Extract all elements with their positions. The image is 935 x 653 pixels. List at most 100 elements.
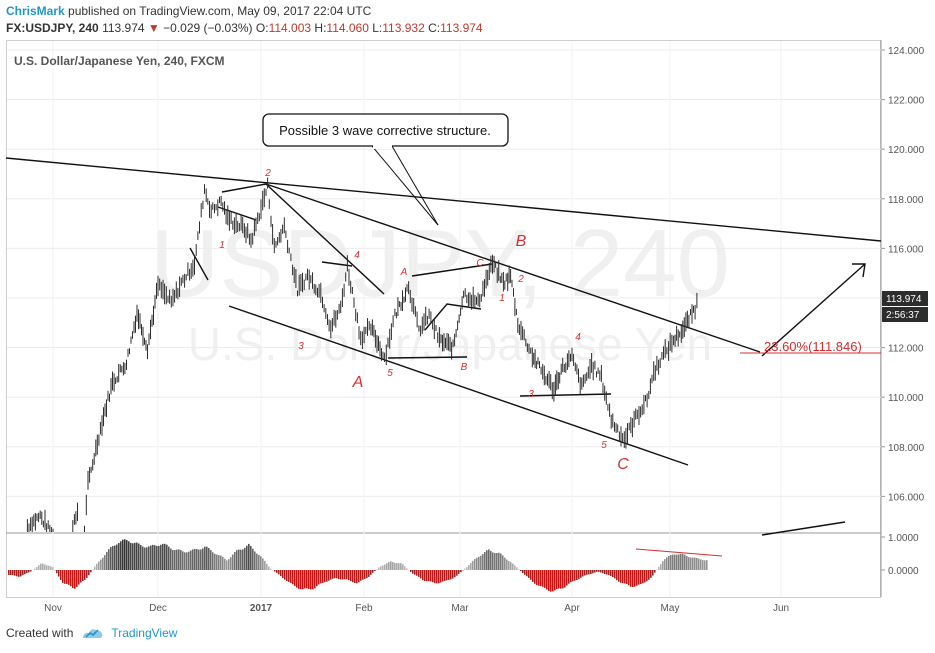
osc-bar <box>496 553 498 570</box>
osc-bar <box>290 570 292 583</box>
lower-rising-line[interactable] <box>761 521 846 536</box>
osc-bar <box>554 570 556 591</box>
osc-bar <box>216 554 218 570</box>
osc-bar <box>60 570 62 580</box>
osc-bar <box>332 570 334 579</box>
osc-bar <box>14 570 16 576</box>
osc-bar <box>128 541 130 570</box>
osc-bar <box>148 546 150 570</box>
osc-bar <box>48 565 50 570</box>
wave-2-top-line[interactable] <box>221 183 267 193</box>
osc-bar <box>150 545 152 570</box>
osc-bar <box>102 557 104 570</box>
osc-bar <box>292 570 294 585</box>
osc-bar <box>366 570 368 579</box>
author-link[interactable]: ChrisMark <box>6 4 65 18</box>
osc-bar <box>278 570 280 575</box>
osc-bar <box>474 559 476 570</box>
osc-bar <box>602 570 604 574</box>
wave-5-line[interactable] <box>387 356 468 359</box>
osc-bar <box>700 559 702 570</box>
divergence-line[interactable] <box>635 548 723 557</box>
osc-bar <box>490 551 492 570</box>
wave-2-line[interactable] <box>265 183 385 295</box>
osc-bar <box>574 570 576 581</box>
osc-bar <box>644 570 646 583</box>
osc-bar <box>518 569 520 570</box>
osc-bar <box>662 561 664 570</box>
osc-bar <box>440 570 442 583</box>
osc-bar <box>310 570 312 590</box>
osc-bar <box>186 552 188 570</box>
osc-bar <box>588 570 590 575</box>
osc-bar <box>498 552 500 570</box>
close-label: C: <box>428 21 441 35</box>
osc-bar <box>436 570 438 584</box>
osc-bar <box>198 549 200 570</box>
osc-bar <box>210 550 212 570</box>
osc-bar <box>432 570 434 583</box>
price-chart[interactable]: USDJPY, 240 U.S. Dollar/Japanese Yen 124… <box>0 0 935 620</box>
tradingview-brand-link[interactable]: TradingView <box>111 626 178 640</box>
callout[interactable]: Possible 3 wave corrective structure. <box>262 113 509 149</box>
osc-bar <box>208 548 210 570</box>
osc-bar <box>486 550 488 570</box>
price-tick-label: 120.000 <box>888 145 925 156</box>
osc-bar <box>686 556 688 570</box>
osc-bar <box>42 563 44 570</box>
projection-arrow[interactable] <box>761 263 866 357</box>
channel-upper-line[interactable] <box>265 183 761 353</box>
osc-bar <box>262 558 264 570</box>
wave-3a-line[interactable] <box>189 247 209 281</box>
osc-bar <box>250 545 252 570</box>
osc-bar <box>522 570 524 574</box>
osc-bar <box>556 570 558 589</box>
osc-bar <box>144 547 146 570</box>
osc-bar <box>340 570 342 580</box>
osc-bar <box>590 570 592 574</box>
osc-bar <box>352 570 354 583</box>
osc-bar <box>528 570 530 578</box>
price-tick-label: 124.000 <box>888 46 925 57</box>
symbol-label: FX:USDJPY, 240 <box>6 21 99 35</box>
osc-bar <box>174 550 176 570</box>
osc-bar <box>510 562 512 570</box>
osc-bar <box>524 570 526 575</box>
osc-bar <box>260 556 262 570</box>
channel-lower-line[interactable] <box>228 305 689 466</box>
osc-bar <box>542 570 544 587</box>
osc-bar <box>424 570 426 581</box>
low-value: 113.932 <box>382 21 425 35</box>
upper-trendline[interactable] <box>5 157 882 242</box>
osc-bar <box>660 564 662 570</box>
osc-bar <box>532 570 534 582</box>
time-tick-label: Feb <box>355 603 373 614</box>
osc-tick-label: 0.0000 <box>888 566 919 577</box>
osc-bar <box>516 567 518 570</box>
osc-bar <box>544 570 546 588</box>
price-tick-label: 116.000 <box>888 244 924 255</box>
osc-bar <box>98 561 100 570</box>
osc-bar <box>130 542 132 570</box>
osc-bar <box>494 553 496 570</box>
osc-bar <box>116 544 118 570</box>
wave-3-line[interactable] <box>519 393 612 397</box>
publish-header: ChrisMark published on TradingView.com, … <box>6 3 371 20</box>
osc-bar <box>586 570 588 575</box>
osc-bar <box>478 556 480 570</box>
osc-bar <box>606 570 608 575</box>
osc-bar <box>206 546 208 570</box>
osc-bar <box>132 543 134 570</box>
tradingview-logo-icon <box>83 629 103 638</box>
osc-bar <box>84 570 86 580</box>
wave-a-line[interactable] <box>411 263 493 277</box>
osc-bar <box>20 570 22 577</box>
osc-bar <box>276 570 278 573</box>
osc-bar <box>218 555 220 570</box>
osc-bar <box>124 539 126 570</box>
osc-bar <box>388 562 390 570</box>
osc-bar <box>682 553 684 570</box>
osc-bar <box>684 554 686 570</box>
osc-bar <box>8 570 10 575</box>
major-wave-b: B <box>516 233 527 250</box>
